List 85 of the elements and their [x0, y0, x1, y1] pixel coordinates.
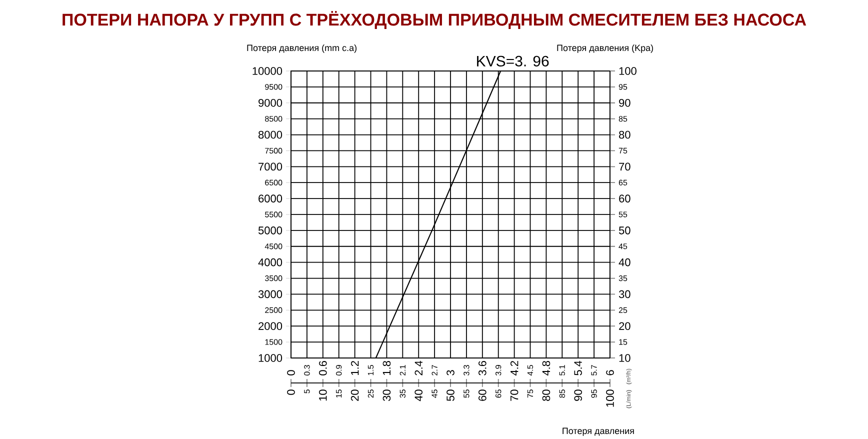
y-tick-label: 10000: [252, 67, 282, 75]
y-tick-label: 1000: [258, 354, 282, 362]
y2-axis-title: Потеря давления (Kpa): [557, 44, 653, 53]
x2-tick-label: 4.5: [527, 364, 534, 376]
x2-tick-label: 0: [287, 370, 295, 376]
x-tick-label: 0: [287, 390, 295, 395]
y-tick-label: 7000: [258, 162, 282, 170]
x-tick-label: 85: [559, 389, 565, 398]
x2-tick-label: 1.5: [368, 364, 374, 376]
x-tick-label: 15: [336, 389, 342, 398]
x2-tick-label: 3: [446, 370, 454, 376]
x-tick-label: 70: [510, 390, 518, 401]
x2-tick-label: 1.2: [350, 360, 359, 375]
x2-tick-label: 3.6: [478, 360, 486, 376]
x2-tick-label: 5.1: [559, 364, 565, 376]
y2-tick-label: 20: [619, 322, 630, 330]
chart-title: ПОТЕРИ НАПОРА У ГРУПП С ТРЁХХОДОВЫМ ПРИВОДНЫМ СМЕСИТЕЛЕМ БЕЗ НАСОСА: [62, 10, 806, 29]
x-tick-label: 10: [319, 390, 327, 400]
y-tick-label: 6000: [258, 194, 282, 202]
y2-tick-label: 70: [619, 162, 630, 170]
y-tick-label: 5500: [265, 212, 282, 218]
y-tick-label: 2000: [258, 322, 282, 330]
x-tick-label: 90: [574, 390, 582, 401]
x-tick-label: 65: [496, 389, 502, 398]
x2-tick-label: 4.2: [510, 360, 518, 376]
y-tick-label: 4000: [258, 258, 282, 266]
y-tick-label: 3500: [265, 275, 282, 282]
x-tick-label: 25: [368, 389, 374, 398]
x-axis-title: Потеря давления: [562, 428, 634, 436]
x2-tick-label: 2.4: [414, 360, 422, 376]
y-tick-label: 8000: [258, 130, 282, 139]
x2-tick-label: 3.3: [464, 364, 470, 376]
y2-tick-label: 30: [618, 290, 630, 298]
x-tick-label: 75: [527, 389, 534, 398]
x2-tick-label: 3.9: [496, 364, 502, 376]
x2-tick-label: 5.7: [591, 364, 597, 376]
x-tick-label: 45: [432, 389, 438, 398]
y-tick-label: 4500: [264, 243, 282, 250]
x2-tick-label: 5.4: [574, 360, 582, 376]
y2-tick-label: 45: [618, 244, 628, 250]
y-tick-label: 6500: [265, 180, 282, 186]
x-tick-label: 5: [304, 389, 310, 394]
y-tick-label: 2500: [265, 307, 282, 313]
y2-tick-label: 50: [618, 226, 630, 234]
y2-tick-label: 55: [618, 212, 628, 218]
y2-tick-label: 95: [618, 84, 628, 90]
x-tick-label: 35: [400, 389, 406, 398]
y-tick-label: 5000: [258, 226, 282, 234]
x-tick-label: 100: [606, 390, 614, 407]
x2-tick-label: 4.8: [542, 360, 550, 376]
x-tick-label: 95: [591, 389, 597, 398]
y2-tick-label: 60: [619, 194, 630, 202]
y-axis-title: Потеря давления (mm c.a): [247, 44, 356, 53]
y2-tick-label: 40: [618, 258, 630, 266]
x-tick-label: 80: [542, 390, 550, 401]
y2-tick-label: 25: [618, 307, 628, 313]
x-tick-label: 40: [414, 390, 423, 402]
y-tick-label: 8500: [265, 116, 282, 122]
x-tick-label: 55: [464, 389, 470, 398]
y2-tick-label: 10: [619, 354, 630, 362]
x2-tick-label: 6: [606, 370, 614, 376]
y2-tick-label: 65: [618, 180, 628, 186]
x2-tick-label: 2.7: [432, 364, 438, 376]
series-label: KVS=3. 96: [477, 56, 549, 66]
y-tick-label: 3000: [258, 290, 282, 298]
x-tick-label: 30: [382, 390, 391, 401]
y2-tick-label: 75: [618, 148, 628, 154]
y-tick-label: 9000: [258, 98, 282, 107]
x-tick-label: 20: [350, 390, 359, 401]
y2-tick-label: 100: [619, 67, 636, 75]
x-tick-label: 50: [446, 390, 454, 401]
y-tick-label: 9500: [265, 84, 282, 90]
y2-tick-label: 90: [619, 98, 630, 107]
y2-tick-label: 85: [618, 116, 628, 122]
y2-tick-label: 80: [619, 130, 630, 139]
y-tick-label: 7500: [265, 148, 282, 154]
x2-tick-label: 2.1: [400, 364, 406, 376]
x2-tick-label: 0.3: [304, 364, 310, 376]
y2-tick-label: 15: [619, 339, 628, 345]
x2-tick-label: 0.6: [319, 360, 327, 376]
x-tick-label: 60: [478, 390, 486, 401]
y-tick-label: 1500: [265, 339, 282, 345]
x2-tick-label: 0.9: [336, 364, 342, 376]
y2-tick-label: 35: [618, 275, 628, 282]
x2-tick-label: 1.8: [382, 360, 391, 375]
